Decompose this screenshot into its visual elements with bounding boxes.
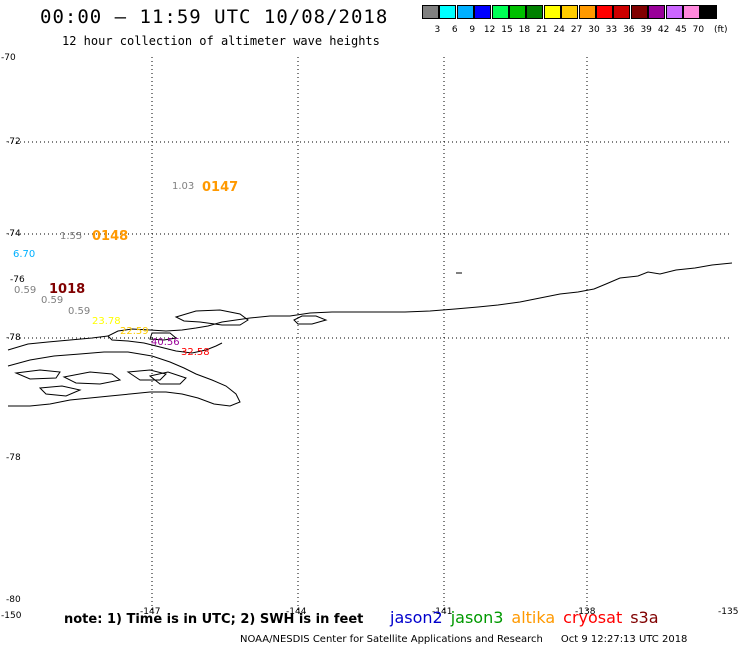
- legend-label: 12: [483, 25, 496, 35]
- legend-swatch: [543, 5, 561, 19]
- satellite-name: altika: [511, 608, 556, 627]
- satellite-name: jason2: [390, 608, 443, 627]
- pass-time-label: 0147: [202, 180, 238, 195]
- legend-label: 15: [501, 25, 513, 35]
- wave-height-value: 0.59: [14, 285, 36, 296]
- lon-label: -138: [575, 607, 596, 617]
- lon-label: -147: [140, 607, 160, 617]
- pass-time-label: 1018: [49, 282, 85, 297]
- legend-swatch: [648, 5, 666, 19]
- page-subtitle: 12 hour collection of altimeter wave hei…: [62, 34, 380, 48]
- lon-label: -135: [718, 607, 738, 617]
- wave-height-value: 23.78: [92, 316, 121, 327]
- lat-label: -72: [6, 137, 21, 147]
- legend-swatch: [561, 5, 579, 19]
- wave-height-value: 32.58: [181, 347, 210, 358]
- lon-label: -150: [1, 611, 22, 621]
- legend-label: 70: [692, 25, 705, 35]
- legend-label: 30: [588, 25, 600, 35]
- pass-time-label: 0148: [92, 229, 128, 244]
- satellite-legend: jason2 jason3 altika cryosat s3a: [390, 608, 667, 627]
- coastline: [7, 262, 733, 407]
- latitude-labels: -70 -72 -74 -76 -78 -78 -80: [1, 53, 25, 605]
- wave-height-value: 1.55: [60, 231, 82, 242]
- legend-swatch: [491, 5, 509, 19]
- legend-label: 18: [518, 25, 531, 35]
- legend-swatch: [422, 5, 439, 19]
- map-grid: [8, 57, 732, 610]
- legend-swatch: [456, 5, 474, 19]
- page-title: 00:00 – 11:59 UTC 10/08/2018: [40, 6, 389, 28]
- wave-height-value: 40.56: [151, 337, 180, 348]
- legend-swatch: [665, 5, 683, 19]
- lat-label: -76: [10, 275, 25, 285]
- lon-label: -141: [432, 607, 452, 617]
- legend-swatch: [509, 5, 526, 19]
- legend-unit: (ft): [714, 25, 728, 35]
- legend-swatch: [683, 5, 700, 19]
- legend-label: 36: [623, 25, 635, 35]
- legend-label: 42: [657, 25, 670, 35]
- legend-swatch: [700, 5, 718, 19]
- wave-height-labels: 1.03 1.55 6.70 0.59 0.59 0.59 23.78 22.5…: [13, 181, 210, 358]
- legend-swatch: [613, 5, 631, 19]
- legend-swatch: [439, 5, 457, 19]
- legend-swatch: [578, 5, 596, 19]
- wave-height-value: 0.59: [41, 295, 63, 306]
- satellite-name: cryosat: [563, 608, 623, 627]
- wave-height-value: 1.03: [172, 181, 194, 192]
- lat-label: -74: [6, 229, 21, 239]
- legend-label: 33: [605, 25, 618, 35]
- legend-label: 24: [553, 25, 565, 35]
- pass-time-labels: 0147 0148 1018: [49, 180, 238, 297]
- satellite-name: s3a: [630, 608, 659, 627]
- legend-label: 6: [451, 25, 458, 35]
- legend-swatch: [596, 5, 613, 19]
- lat-label: -78: [6, 333, 21, 343]
- lat-label: -80: [6, 595, 21, 605]
- units-note: note: 1) Time is in UTC; 2) SWH is in fe…: [64, 612, 364, 627]
- legend-label: 45: [675, 25, 687, 35]
- legend-swatch: [526, 5, 544, 19]
- wave-height-value: 6.70: [13, 249, 35, 260]
- lat-label: -70: [1, 53, 16, 63]
- legend-label: 39: [640, 25, 652, 35]
- legend-swatch: [474, 5, 492, 19]
- footer-credit: NOAA/NESDIS Center for Satellite Applica…: [240, 634, 543, 645]
- footer: NOAA/NESDIS Center for Satellite Applica…: [240, 634, 687, 645]
- legend-label: 3: [434, 25, 441, 35]
- wave-height-value: 22.59: [120, 326, 149, 337]
- lat-label: -78: [6, 453, 21, 463]
- satellite-name: jason3: [450, 608, 504, 627]
- legend-label: 21: [536, 25, 548, 35]
- lon-label: -144: [286, 607, 307, 617]
- legend-swatch: [630, 5, 648, 19]
- legend-label: 9: [469, 25, 476, 35]
- longitude-labels: -150 -147 -144 -141 -138 -135: [1, 607, 738, 621]
- legend-label: 27: [570, 25, 583, 35]
- footer-timestamp: Oct 9 12:27:13 UTC 2018: [560, 634, 688, 645]
- wave-height-value: 0.59: [68, 306, 90, 317]
